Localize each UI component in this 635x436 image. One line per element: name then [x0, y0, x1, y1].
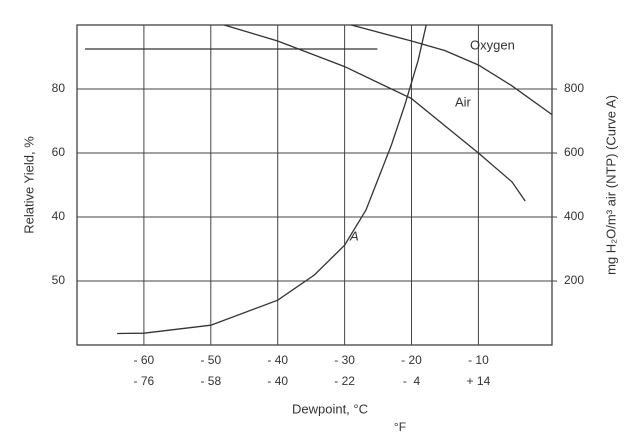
- curve: [351, 24, 553, 116]
- y-axis-title: Relative Yield, %: [21, 136, 36, 234]
- x2-tick-label: - 76: [134, 374, 155, 388]
- x-tick-label: - 40: [267, 353, 288, 367]
- x2-tick-label: - 22: [334, 374, 355, 388]
- x-axis-title: Dewpoint, °C: [292, 401, 368, 416]
- x2-tick-label: + 14: [467, 374, 491, 388]
- y2-tick-label: 800: [564, 81, 584, 95]
- curve-label: A: [349, 228, 359, 243]
- x-tick-label: - 30: [334, 353, 355, 367]
- y2-tick-label: 200: [564, 273, 584, 287]
- x-tick-label: - 50: [200, 353, 221, 367]
- y-tick-label: 60: [52, 145, 66, 159]
- y-tick-label: 40: [52, 209, 66, 223]
- y2-axis-title: mg H₂O/m³ air (NTP) (Curve A): [603, 95, 618, 275]
- x2-axis-title: °F: [394, 420, 406, 434]
- x-tick-label: - 60: [134, 353, 155, 367]
- x-tick-label: - 20: [401, 353, 422, 367]
- curve: [117, 24, 427, 335]
- y-tick-label: 80: [52, 81, 66, 95]
- plot-frame: [76, 24, 553, 346]
- y2-tick-label: 400: [564, 209, 584, 223]
- x2-tick-label: - 40: [267, 374, 288, 388]
- curve-label: Oxygen: [470, 37, 515, 52]
- y-tick-label: 50: [52, 273, 66, 287]
- curve-label: Air: [455, 94, 472, 109]
- x2-tick-label: - 4: [403, 374, 421, 388]
- x2-tick-label: - 58: [200, 374, 221, 388]
- y2-tick-label: 600: [564, 145, 584, 159]
- x-tick-label: - 10: [468, 353, 489, 367]
- curve: [224, 24, 526, 202]
